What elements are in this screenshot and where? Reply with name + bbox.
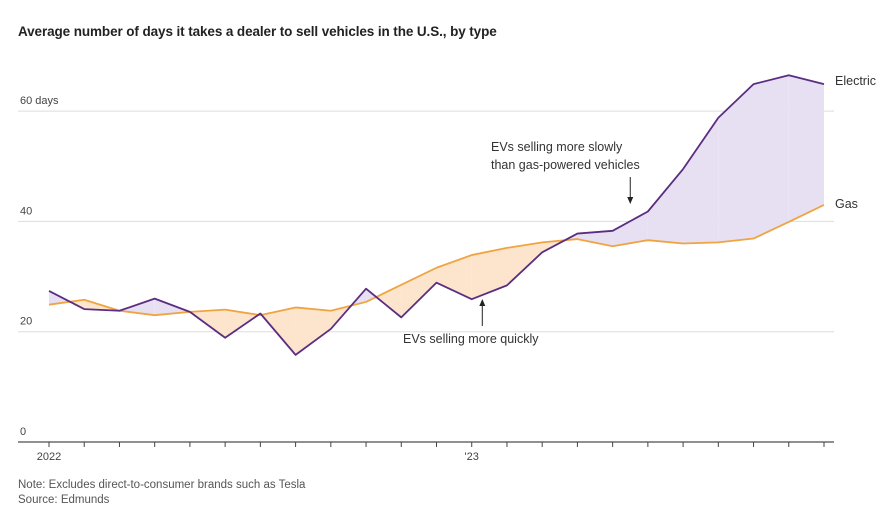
annotation-text: EVs selling more slowly [491,140,623,154]
chart-title: Average number of days it takes a dealer… [18,24,497,39]
series-line-electric [48,74,825,356]
x-axis: 2022 '23 [18,441,834,463]
annotations: EVs selling more slowly than gas-powered … [403,140,640,346]
difference-fill [376,284,402,318]
series-label-electric: Electric [835,74,876,88]
y-tick-label: 20 [20,316,32,328]
y-tick-label: 40 [20,205,32,217]
x-tick-label: '23 [465,451,479,463]
series-label-gas: Gas [835,197,858,211]
annotation-arrowhead [627,197,634,204]
difference-fill [225,309,259,338]
difference-fill [718,84,754,243]
difference-fill [577,230,613,247]
series-lines [48,74,825,356]
y-tick-label: 0 [20,426,26,438]
annotation-text: EVs selling more quickly [403,332,539,346]
difference-fill [753,75,789,239]
difference-fill [295,307,331,355]
x-tick-label: 2022 [37,451,61,463]
difference-fill [788,75,824,222]
difference-fill [471,247,507,300]
difference-fill [612,211,648,247]
series-labels: Electric Gas [835,74,876,211]
difference-fill [647,169,684,244]
chart-note: Note: Excludes direct-to-consumer brands… [18,479,306,491]
difference-fill [366,288,377,302]
difference-fills [49,75,824,355]
difference-fill [261,307,296,355]
series-line-gas [48,204,825,317]
annotation-text: than gas-powered vehicles [491,158,640,172]
difference-fill [436,255,472,300]
y-tick-label: 60 days [20,95,59,107]
chart-source: Source: Edmunds [18,494,110,506]
difference-fill [506,242,543,286]
difference-fill [683,117,719,244]
annotation-arrowhead [479,299,486,306]
difference-fill [401,267,437,318]
